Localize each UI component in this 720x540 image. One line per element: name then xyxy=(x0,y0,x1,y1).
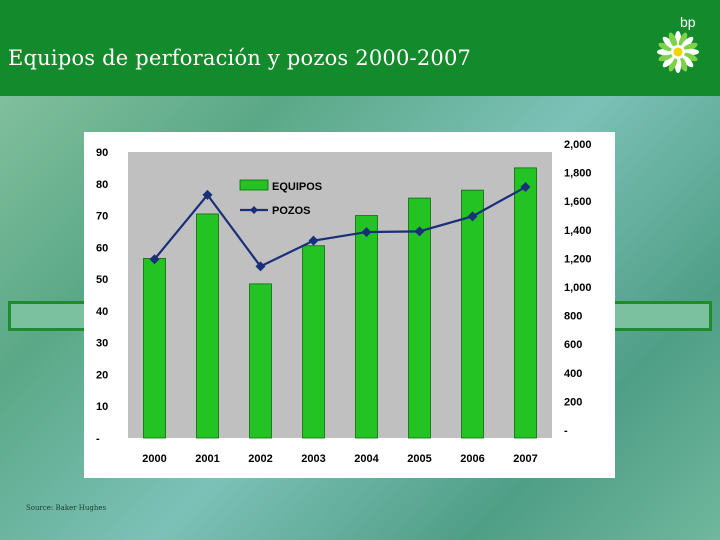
x-tick-label: 2000 xyxy=(142,453,166,465)
bar-equipos xyxy=(461,189,484,439)
combo-chart: - 10 20 30 40 50 60 70 80 90 - 200 400 600 800 1,000 1,2… xyxy=(96,139,592,465)
point-pozos xyxy=(467,211,478,222)
y-right-tick-label: 2,000 xyxy=(564,139,592,151)
y-right-tick-label: 1,000 xyxy=(564,282,592,294)
bp-helios-logo-icon xyxy=(657,31,699,73)
y-left-tick-label: 70 xyxy=(96,211,108,223)
x-tick-label: 2001 xyxy=(195,453,219,465)
bar-equipos xyxy=(355,215,378,439)
point-pozos xyxy=(255,261,266,272)
source-note: Source: Baker Hughes xyxy=(26,504,107,512)
bar-equipos xyxy=(249,283,272,439)
y-right-tick-label: 800 xyxy=(564,311,582,323)
plot-area xyxy=(128,152,552,438)
legend-label-pozos: POZOS xyxy=(272,205,311,217)
y-left-tick-label: 50 xyxy=(96,274,108,286)
y-right-tick-label: 1,400 xyxy=(564,225,592,237)
y-right-tick-label: 400 xyxy=(564,368,582,380)
x-tick-label: 2002 xyxy=(248,453,272,465)
y-left-tick-label: 60 xyxy=(96,242,108,254)
legend-marker-pozos xyxy=(250,206,258,214)
y-left-tick-label: 10 xyxy=(96,401,108,413)
bar-equipos xyxy=(514,167,537,439)
y-left-tick-label: 40 xyxy=(96,306,108,318)
y-right-tick-label: 600 xyxy=(564,339,582,351)
chart-panel: - 10 20 30 40 50 60 70 80 90 - 200 400 600 800 1,000 1,2… xyxy=(84,132,615,478)
point-pozos xyxy=(520,182,531,193)
y-right-tick-label: 1,800 xyxy=(564,168,592,180)
legend-label-equipos: EQUIPOS xyxy=(272,181,322,193)
y-left-tick-label: 30 xyxy=(96,338,108,350)
y-right-tick-label: 1,200 xyxy=(564,253,592,265)
x-tick-label: 2003 xyxy=(301,453,325,465)
slide-title: Equipos de perforación y pozos 2000-2007 xyxy=(8,46,472,70)
y-left-tick-label: 20 xyxy=(96,369,108,381)
x-tick-label: 2006 xyxy=(460,453,484,465)
x-tick-label: 2007 xyxy=(513,453,537,465)
y-right-tick-label: 1,600 xyxy=(564,196,592,208)
point-pozos xyxy=(414,226,425,237)
bar-equipos xyxy=(408,197,431,439)
point-pozos xyxy=(361,227,372,238)
y-left-tick-label: 80 xyxy=(96,179,108,191)
x-tick-label: 2005 xyxy=(407,453,431,465)
y-right-tick-label: - xyxy=(564,425,568,437)
point-pozos xyxy=(308,235,319,246)
point-pozos xyxy=(202,189,213,200)
point-pozos xyxy=(149,254,160,265)
y-left-tick-label: 90 xyxy=(96,147,108,159)
bar-equipos xyxy=(302,245,325,439)
slide-header: Equipos de perforación y pozos 2000-2007… xyxy=(0,0,720,96)
y-left-tick-label: - xyxy=(96,433,100,445)
line-pozos xyxy=(153,186,527,268)
bp-wordmark: bp xyxy=(680,14,696,30)
legend-swatch-equipos xyxy=(239,179,269,191)
bar-equipos xyxy=(196,213,219,439)
x-tick-label: 2004 xyxy=(354,453,379,465)
y-right-tick-label: 200 xyxy=(564,396,582,408)
bar-equipos xyxy=(143,258,166,439)
